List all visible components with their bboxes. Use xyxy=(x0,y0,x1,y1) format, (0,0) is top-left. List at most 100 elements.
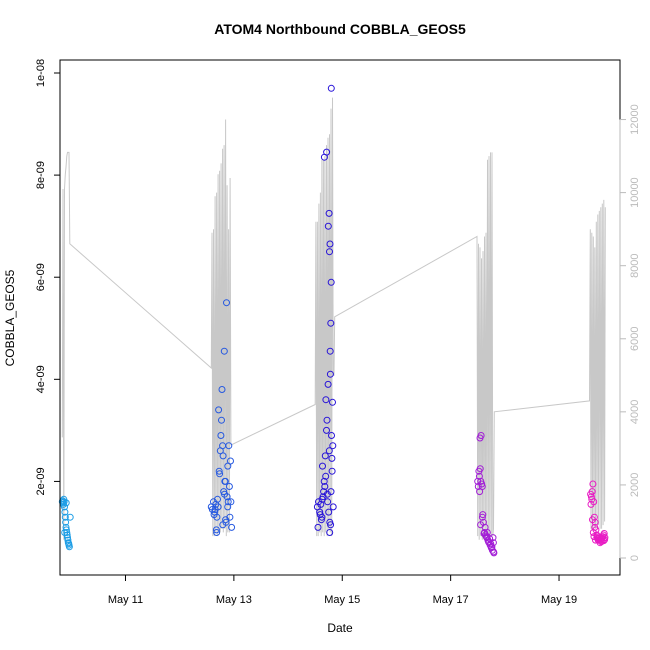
data-point xyxy=(323,148,331,156)
data-point xyxy=(322,396,330,404)
y2-tick-label: 4000 xyxy=(629,400,641,424)
data-point xyxy=(591,523,599,531)
data-point xyxy=(587,500,595,508)
data-point xyxy=(478,513,486,521)
y2-tick-label: 8000 xyxy=(629,253,641,277)
x-axis: May 11 May 13 May 15 May 17 May 19 xyxy=(108,575,577,606)
data-point xyxy=(485,538,492,546)
y-tick-label: 1e-08 xyxy=(35,59,47,87)
data-point xyxy=(325,447,333,455)
data-point xyxy=(320,477,328,485)
chart-title: ATOM4 Northbound COBBLA_GEOS5 xyxy=(214,21,466,37)
data-point xyxy=(314,523,322,531)
data-point xyxy=(326,529,334,536)
data-point xyxy=(213,529,221,536)
data-point xyxy=(217,432,225,439)
data-point xyxy=(600,537,608,545)
data-point xyxy=(62,518,70,526)
data-point xyxy=(219,452,227,460)
data-point xyxy=(224,462,232,470)
data-point xyxy=(329,442,337,450)
data-point xyxy=(327,84,335,92)
data-point xyxy=(321,452,329,460)
x-tick-label: May 11 xyxy=(108,594,143,606)
y2-tick-label: 2000 xyxy=(629,473,641,497)
data-point xyxy=(589,529,597,536)
data-point xyxy=(477,432,485,439)
data-point xyxy=(589,516,596,524)
data-point xyxy=(224,503,232,511)
altitude-profile-line xyxy=(61,97,606,540)
data-point xyxy=(225,442,233,450)
y2-tick-label: 10000 xyxy=(629,177,641,208)
data-point xyxy=(486,535,494,543)
data-point xyxy=(476,465,484,473)
data-point xyxy=(225,483,233,490)
data-point xyxy=(326,248,333,256)
data-point xyxy=(321,483,329,490)
data-point xyxy=(477,477,485,485)
data-point xyxy=(218,386,226,393)
data-point xyxy=(319,462,326,470)
data-point xyxy=(328,454,336,462)
data-point xyxy=(62,523,70,531)
data-point xyxy=(324,222,332,230)
data-point xyxy=(223,299,230,307)
data-point xyxy=(221,490,228,498)
x-tick-label: May 15 xyxy=(324,594,360,606)
data-point xyxy=(216,470,224,478)
data-point xyxy=(325,508,333,516)
data-point xyxy=(323,416,331,424)
data-point xyxy=(488,543,496,551)
data-point xyxy=(61,529,69,536)
x-tick-label: May 19 xyxy=(541,594,577,606)
data-point xyxy=(489,539,497,547)
data-point xyxy=(601,534,609,542)
data-point xyxy=(317,516,325,524)
data-point xyxy=(64,536,72,544)
y-axis-title: COBBLA_GEOS5 xyxy=(3,269,17,366)
y2-tick-label: 6000 xyxy=(629,327,641,351)
y2-tick-label: 12000 xyxy=(629,104,641,135)
data-point xyxy=(589,480,597,488)
data-point xyxy=(489,534,497,542)
data-point xyxy=(221,477,229,485)
data-point xyxy=(61,503,68,511)
data-point xyxy=(322,472,330,480)
x-tick-label: May 13 xyxy=(216,594,252,606)
y2-tick-label: 0 xyxy=(629,555,641,561)
data-point xyxy=(328,467,336,475)
data-point xyxy=(61,508,69,516)
data-point xyxy=(211,506,219,513)
x-tick-label: May 17 xyxy=(433,594,469,606)
data-point xyxy=(220,347,228,355)
data-point xyxy=(588,495,596,503)
data-point xyxy=(61,513,69,521)
data-point xyxy=(323,426,330,434)
data-point xyxy=(327,278,335,286)
y2-axis: 0 2000 4000 6000 8000 10000 12000 xyxy=(619,104,641,561)
data-point xyxy=(227,498,235,506)
data-point xyxy=(215,406,223,414)
data-point xyxy=(228,523,236,531)
data-point xyxy=(326,347,334,355)
data-point xyxy=(215,467,223,475)
data-point xyxy=(479,511,487,519)
data-point xyxy=(316,511,324,519)
data-point xyxy=(62,499,70,507)
data-point xyxy=(60,495,68,503)
data-point xyxy=(327,521,335,529)
data-point xyxy=(325,209,333,217)
data-point xyxy=(65,543,73,551)
data-point xyxy=(324,498,332,506)
x-axis-title: Date xyxy=(327,621,353,635)
points-layer xyxy=(58,84,609,557)
data-point xyxy=(324,380,332,388)
data-point xyxy=(317,500,325,508)
data-point xyxy=(327,319,335,327)
data-point xyxy=(63,529,71,536)
data-point xyxy=(318,495,326,503)
data-point xyxy=(328,432,335,439)
y-tick-label: 6e-09 xyxy=(35,263,47,291)
